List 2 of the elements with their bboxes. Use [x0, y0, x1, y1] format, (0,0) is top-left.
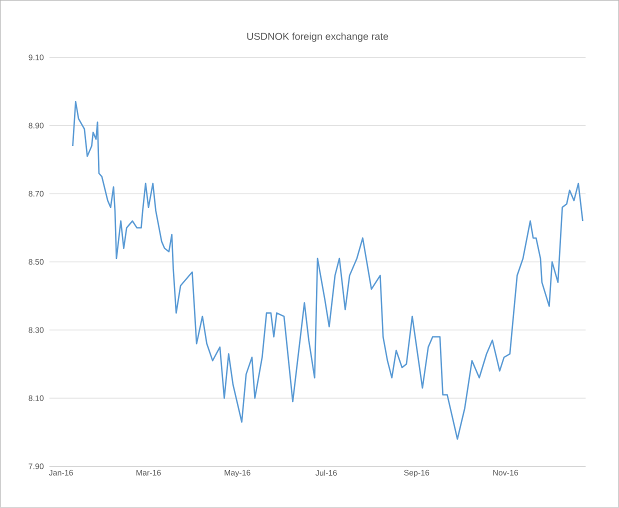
chart-title: USDNOK foreign exchange rate: [247, 32, 388, 42]
line-series: [72, 101, 584, 440]
